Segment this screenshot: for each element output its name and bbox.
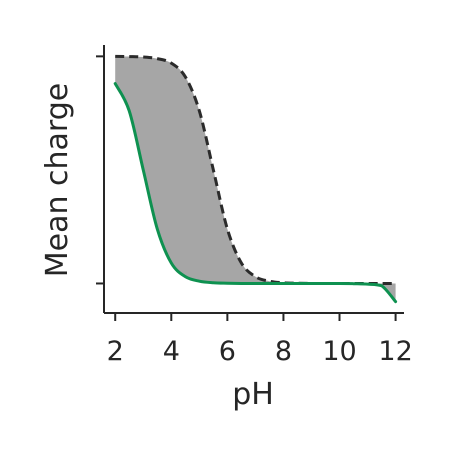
axes: 2 4 6 8 10 12 <box>96 45 413 367</box>
series-line-green <box>113 82 398 304</box>
shaded-region <box>115 56 396 302</box>
x-tick-label: 8 <box>275 336 292 367</box>
x-tick-label: 10 <box>322 336 356 367</box>
x-tick-label: 12 <box>378 336 412 367</box>
x-tick-label: 2 <box>107 336 124 367</box>
x-tick-label: 6 <box>219 336 236 367</box>
x-axis-title: pH <box>232 377 274 412</box>
x-tick-label: 4 <box>163 336 180 367</box>
y-axis-title: Mean charge <box>40 83 75 277</box>
plot-area <box>113 54 398 304</box>
